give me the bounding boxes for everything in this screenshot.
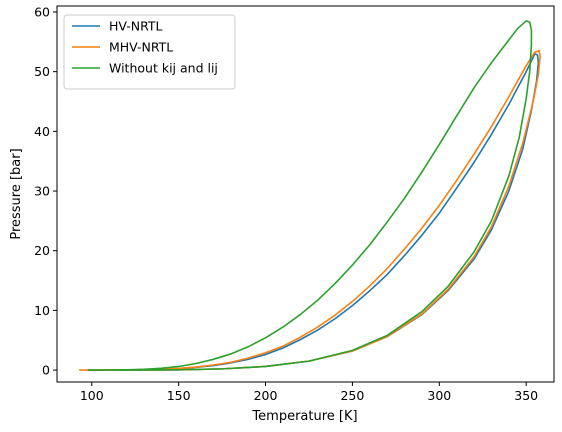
x-axis-label: Temperature [K] [251,409,357,424]
series-line-2 [87,20,533,371]
legend-label-0: HV-NRTL [109,19,162,34]
axes-frame [56,5,555,383]
x-tick-label: 300 [427,388,451,403]
x-tick-label: 100 [80,388,104,403]
legend-label-2: Without kij and lij [109,61,218,76]
y-tick-label: 0 [42,363,50,378]
x-axis-ticks: 100 150 200 250 300 350 [80,382,538,403]
y-tick-label: 20 [34,243,50,258]
y-tick-label: 10 [34,303,50,318]
y-tick-label: 60 [34,4,50,19]
legend-box [63,14,236,90]
x-tick-label: 150 [167,388,191,403]
series-layer [78,20,541,371]
x-tick-label: 250 [340,388,364,403]
series-line-1 [78,49,541,371]
legend-label-1: MHV-NRTL [109,40,173,55]
y-tick-label: 30 [34,184,50,199]
y-tick-label: 50 [34,64,50,79]
plot-area [56,5,555,383]
x-tick-label: 200 [254,388,278,403]
y-axis-ticks: 0 10 20 30 40 50 60 [34,4,57,378]
y-tick-label: 40 [34,124,50,139]
y-axis-label: Pressure [bar] [9,148,24,239]
x-tick-label: 350 [514,388,538,403]
legend: HV-NRTL MHV-NRTL Without kij and lij [63,14,236,90]
